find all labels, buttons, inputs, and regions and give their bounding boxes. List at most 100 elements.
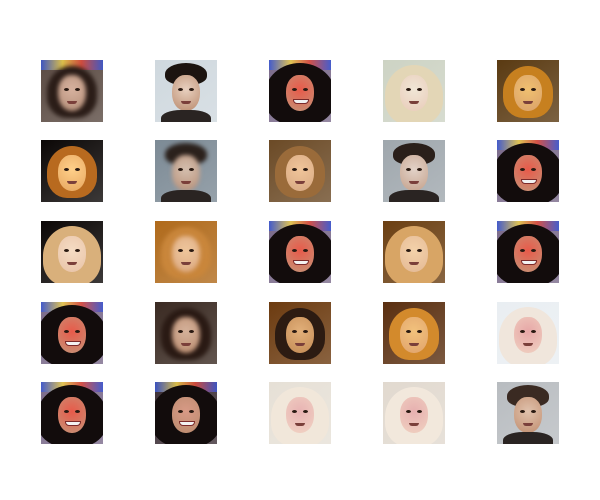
eye-left	[292, 330, 297, 333]
eye-left	[178, 88, 183, 91]
face	[514, 75, 542, 111]
mouth	[295, 423, 305, 426]
mouth	[523, 101, 533, 104]
eye-left	[406, 88, 411, 91]
face	[514, 236, 542, 272]
mouth	[409, 343, 419, 346]
face	[286, 155, 314, 191]
mouth	[409, 423, 419, 426]
shoulders	[389, 190, 439, 202]
eye-right	[531, 330, 536, 333]
eye-right	[75, 410, 80, 413]
face	[172, 236, 200, 272]
mouth	[293, 99, 309, 104]
eye-left	[406, 410, 411, 413]
eye-right	[303, 249, 308, 252]
mouth	[409, 262, 419, 265]
face	[172, 155, 200, 191]
eye-left	[178, 410, 183, 413]
face	[400, 155, 428, 191]
eye-left	[178, 168, 183, 171]
face	[58, 75, 86, 111]
shoulders	[503, 432, 553, 444]
face	[286, 236, 314, 272]
eye-left	[292, 88, 297, 91]
eye-left	[292, 249, 297, 252]
face	[172, 397, 200, 433]
face-thumbnail	[497, 60, 559, 122]
mouth	[181, 101, 191, 104]
eye-right	[303, 330, 308, 333]
eye-right	[75, 88, 80, 91]
eye-right	[531, 249, 536, 252]
mouth	[181, 343, 191, 346]
face	[286, 75, 314, 111]
eye-left	[406, 249, 411, 252]
mouth	[67, 181, 77, 184]
eye-right	[189, 168, 194, 171]
eye-left	[292, 168, 297, 171]
face	[514, 397, 542, 433]
face	[514, 155, 542, 191]
face-thumbnail	[497, 221, 559, 283]
eye-right	[531, 168, 536, 171]
mouth	[67, 101, 77, 104]
eye-left	[406, 168, 411, 171]
eye-right	[417, 168, 422, 171]
face-thumbnail	[269, 382, 331, 444]
face-thumbnail	[497, 140, 559, 202]
eye-left	[520, 249, 525, 252]
face	[400, 236, 428, 272]
shoulders	[161, 110, 211, 122]
mouth	[181, 262, 191, 265]
eye-right	[189, 330, 194, 333]
mouth	[295, 343, 305, 346]
mouth	[67, 262, 77, 265]
face-thumbnail	[383, 140, 445, 202]
mouth	[523, 343, 533, 346]
mouth	[295, 181, 305, 184]
face-thumbnail	[497, 382, 559, 444]
face-thumbnail	[155, 382, 217, 444]
face-thumbnail	[383, 302, 445, 364]
eye-left	[64, 249, 69, 252]
mouth	[181, 181, 191, 184]
eye-right	[189, 249, 194, 252]
face	[400, 75, 428, 111]
eye-right	[75, 249, 80, 252]
eye-left	[178, 249, 183, 252]
eye-right	[417, 330, 422, 333]
face-thumbnail	[269, 221, 331, 283]
face-thumbnail	[41, 302, 103, 364]
face-thumbnail	[155, 221, 217, 283]
face-thumbnail	[155, 60, 217, 122]
eye-left	[292, 410, 297, 413]
mouth	[65, 421, 81, 426]
eye-right	[303, 168, 308, 171]
eye-left	[520, 168, 525, 171]
eye-left	[520, 88, 525, 91]
eye-left	[406, 330, 411, 333]
shoulders	[161, 190, 211, 202]
eye-right	[75, 330, 80, 333]
eye-left	[64, 330, 69, 333]
eye-right	[417, 88, 422, 91]
face-thumbnail	[41, 221, 103, 283]
face	[286, 397, 314, 433]
eye-left	[520, 330, 525, 333]
face	[58, 236, 86, 272]
eye-right	[75, 168, 80, 171]
eye-left	[64, 168, 69, 171]
eye-right	[303, 410, 308, 413]
mouth	[293, 260, 309, 265]
face	[514, 317, 542, 353]
face	[172, 75, 200, 111]
face-thumbnail	[497, 302, 559, 364]
face-thumbnail	[269, 60, 331, 122]
face	[286, 317, 314, 353]
face-thumbnail	[269, 302, 331, 364]
face	[400, 317, 428, 353]
eye-right	[417, 249, 422, 252]
mouth	[409, 101, 419, 104]
